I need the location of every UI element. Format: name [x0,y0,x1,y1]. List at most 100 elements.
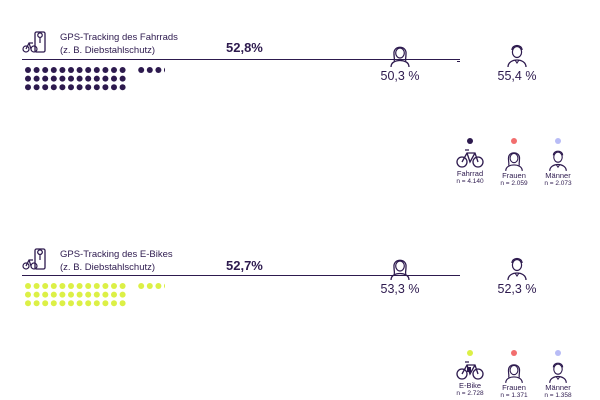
percent-dot [50,283,57,289]
percent-dot [119,291,126,298]
percent-dot [102,300,109,307]
men-percentage: 55,4 % [497,69,537,83]
percent-dot [76,291,83,298]
percent-dot [33,300,40,307]
legend-item-ebike: E-Bike n = 2.728 [448,350,492,400]
percent-dot [50,67,57,73]
legend-item-men: Männer n = 1.358 [536,350,580,400]
percent-dot [93,291,100,298]
legend-item-men: Männer n = 2.073 [536,138,580,188]
women-circle: 50,3 % [343,5,457,119]
percent-dot [59,283,66,289]
partial-percent-dot [164,67,165,73]
percent-dot [59,67,66,73]
percent-dot [42,84,49,91]
percent-dot [85,291,92,298]
percent-dot [68,67,74,73]
percent-dot [50,75,57,82]
percent-dot [42,67,49,73]
legend-dot [511,138,517,144]
percent-dot [68,300,74,307]
man-icon [505,254,529,280]
percent-dot [42,300,49,307]
percent-dot [155,67,162,73]
percent-dot [33,67,40,73]
percent-dot [42,291,49,298]
percent-dot [76,283,83,289]
percent-dot [76,75,83,82]
percent-dot [42,75,49,82]
percent-dot [111,283,117,289]
percent-dot [59,300,66,307]
partial-percent-dot [164,283,165,289]
legend-name: Männer [545,383,571,392]
legend-name: Männer [545,171,571,180]
legend-dot [555,138,561,144]
woman-icon [388,254,412,280]
legend-dot [555,350,561,356]
percent-dot [102,67,109,73]
woman-icon [388,41,412,67]
percent-dot [33,283,40,289]
phone-ebike-icon [22,248,48,272]
legend-dot [467,350,473,356]
percent-dot [76,67,83,73]
percent-dot [25,84,31,91]
percent-dot [93,67,100,73]
percent-dot [119,75,126,82]
percent-dot [68,283,74,289]
percent-dot [68,84,74,91]
men-circle: 55,4 % [460,5,574,119]
percent-dot [33,291,40,298]
man-icon [536,147,580,171]
percent-dot [155,283,162,289]
legend-n: n = 4.140 [456,178,484,185]
legend-name: Fahrrad [456,169,484,178]
percent-dot [93,283,100,289]
percent-dot [102,75,109,82]
legend-n: n = 2.073 [544,180,572,187]
legend-name: Frauen [502,171,526,180]
percent-dot [25,300,31,307]
percent-dot [111,291,117,298]
woman-icon [492,359,536,383]
percent-dot [50,300,57,307]
man-icon [536,359,580,383]
legend-n: n = 1.358 [544,392,572,399]
legend: E-Bike n = 2.728 Frauen n = 1.371 [448,350,580,400]
percent-dot [50,291,57,298]
percent-dot [111,67,117,73]
legend-name: E-Bike [458,381,482,390]
legend-item-bike: Fahrrad n = 4.140 [448,138,492,188]
legend-name: Frauen [502,383,526,392]
percent-dot [59,84,66,91]
men-percentage: 52,3 % [497,282,537,296]
total-percentage: 52,8% [226,40,263,55]
item-sublabel: (z. B. Diebstahlschutz) [60,45,156,56]
women-percentage: 50,3 % [380,69,420,83]
percent-dot [138,67,145,73]
connector-line [457,61,460,62]
ebike-icon [448,359,492,381]
percent-dot [76,84,83,91]
legend-item-women: Frauen n = 1.371 [492,350,536,400]
percent-dot [119,84,126,91]
connector-line [457,275,460,276]
percent-dot [85,283,92,289]
legend-n: n = 2.059 [500,180,528,187]
percent-dot [93,84,100,91]
percent-dot [119,283,126,289]
legend-dot [467,138,473,144]
percent-dot [119,300,126,307]
divider-line [22,59,460,60]
percent-dot [68,291,74,298]
dot-matrix [25,283,165,313]
percent-dot [111,300,117,307]
percent-dot [93,75,100,82]
women-circle: 53,3 % [343,218,457,332]
legend-n: n = 2.728 [456,390,484,397]
percent-dot [76,300,83,307]
percent-dot [102,291,109,298]
man-icon [505,41,529,67]
percent-dot [50,84,57,91]
